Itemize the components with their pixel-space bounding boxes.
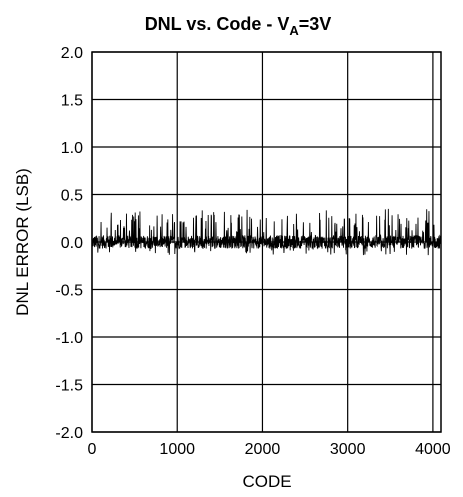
x-tick-label: 2000: [245, 441, 281, 458]
y-tick-label: 0.0: [61, 235, 83, 252]
y-tick-label: 2.0: [61, 45, 83, 62]
dnl-trace: [91, 208, 442, 256]
x-tick-label: 1000: [159, 441, 195, 458]
chart-title-main: DNL vs. Code - V: [145, 14, 290, 34]
y-axis-label: DNL ERROR (LSB): [13, 168, 32, 316]
plot-frame: [91, 51, 442, 433]
x-tick-label: 0: [88, 441, 97, 458]
chart-title: DNL vs. Code - VA=3V: [145, 14, 332, 38]
y-tick-label: 1.5: [61, 93, 83, 110]
y-tick-labels: -2.0 -1.5 -1.0 -0.5 0.0 0.5 1.0 1.5 2.0: [55, 45, 83, 442]
y-tick-label: -1.5: [55, 378, 83, 395]
x-axis-label: CODE: [242, 472, 291, 491]
plot-border: [91, 51, 442, 433]
y-tick-label: -0.5: [55, 283, 83, 300]
chart-title-suffix: =3V: [299, 14, 332, 34]
x-tick-labels: 0 1000 2000 3000 4000: [88, 441, 451, 458]
x-tick-label: 3000: [330, 441, 366, 458]
y-tick-label: 0.5: [61, 188, 83, 205]
y-tick-label: -1.0: [55, 330, 83, 347]
y-tick-label: 1.0: [61, 140, 83, 157]
chart-title-subscript: A: [289, 23, 299, 38]
dnl-series: [91, 208, 442, 256]
y-tick-label: -2.0: [55, 425, 83, 442]
x-tick-label: 4000: [415, 441, 451, 458]
